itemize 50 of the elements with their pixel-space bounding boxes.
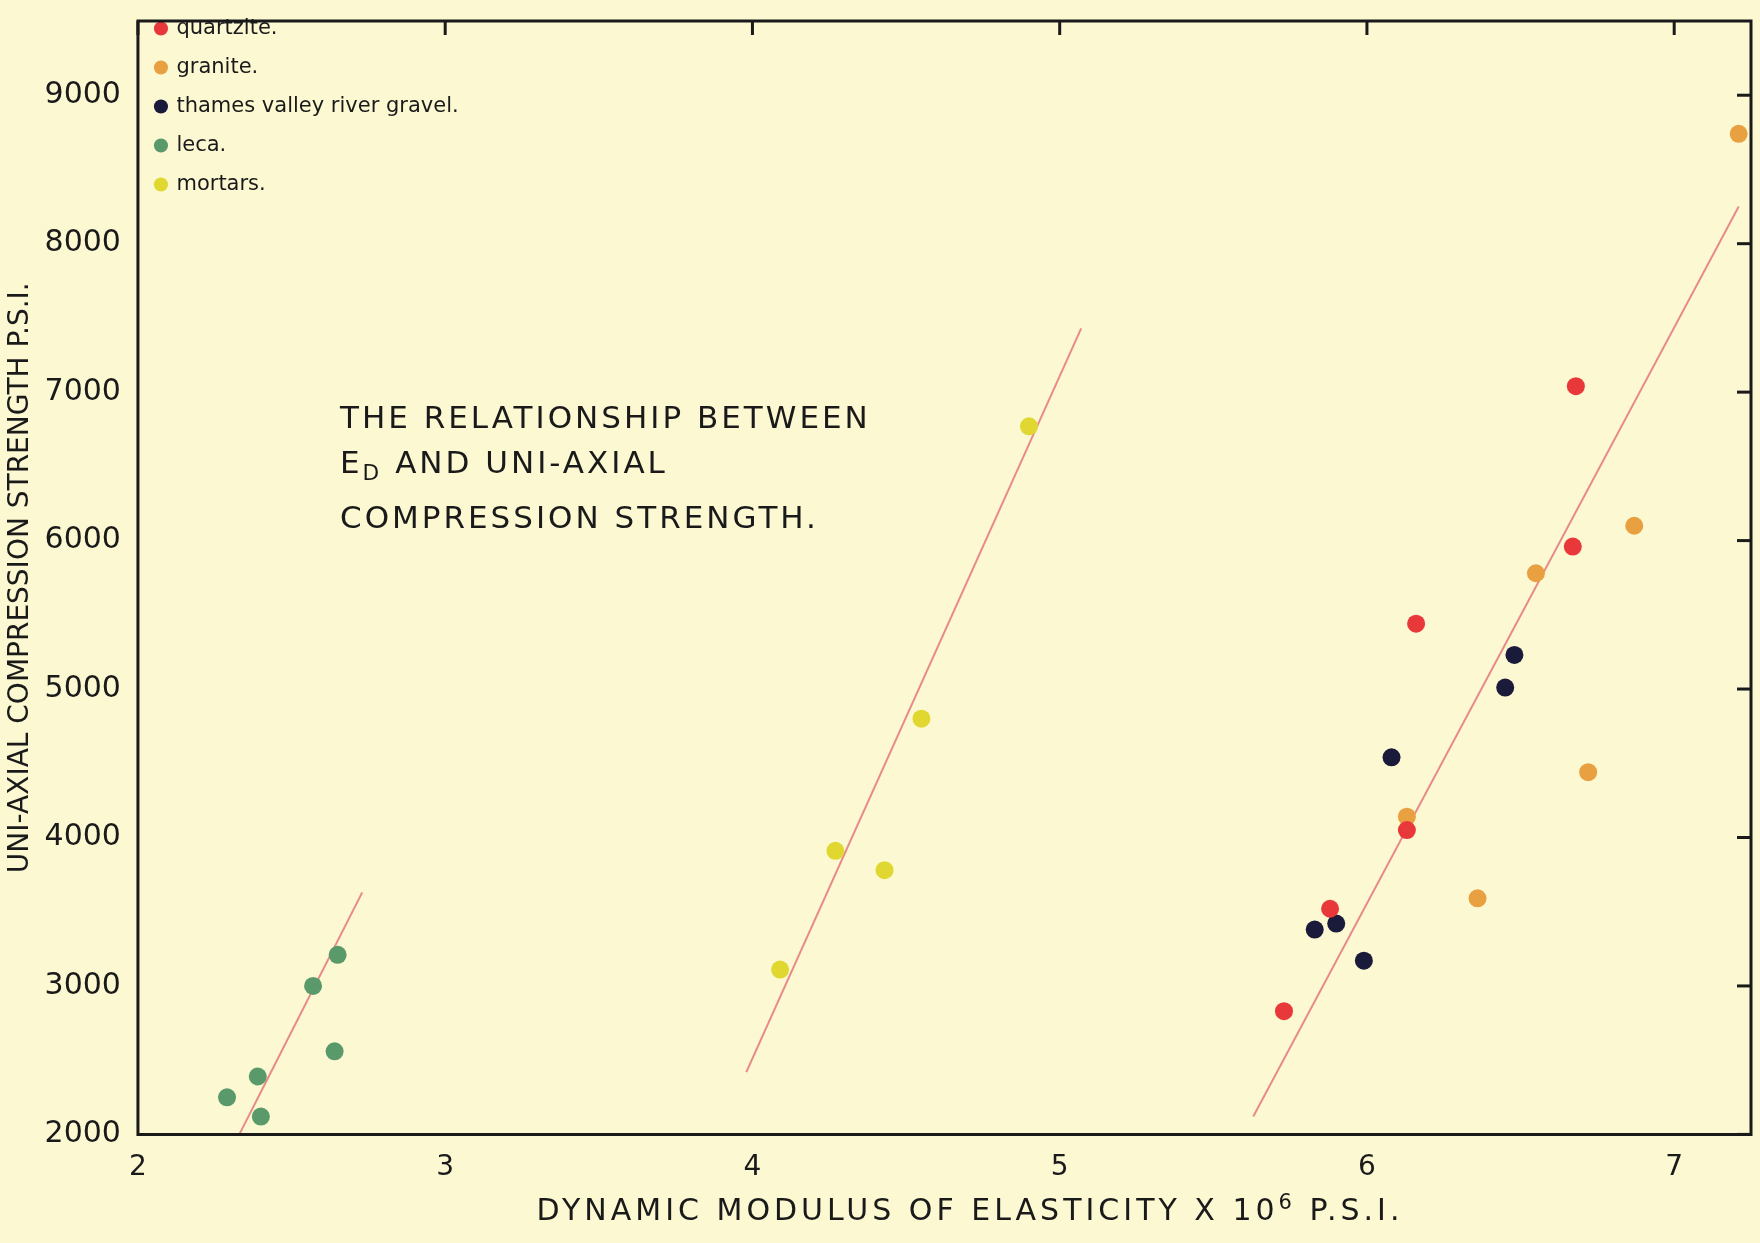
point bbox=[912, 709, 931, 728]
point bbox=[1382, 748, 1401, 767]
x-tick-label: 2 bbox=[129, 1149, 147, 1183]
y-tick-label: 2000 bbox=[44, 1114, 121, 1150]
y-tick-label: 5000 bbox=[44, 668, 121, 704]
point bbox=[248, 1067, 267, 1086]
point bbox=[1566, 377, 1585, 396]
point bbox=[1354, 951, 1373, 970]
point bbox=[1321, 899, 1340, 918]
x-tick-label: 6 bbox=[1358, 1149, 1376, 1183]
y-tick-label: 6000 bbox=[44, 520, 121, 556]
y-tick-label: 8000 bbox=[44, 223, 121, 259]
point bbox=[826, 841, 845, 860]
y-tick-label: 7000 bbox=[44, 371, 121, 407]
text: THE RELATIONSHIP BETWEEN E$_{D}$ AND UNI-AXIAL COMPRESSION STRENGTH. bbox=[340, 398, 872, 538]
point bbox=[1397, 821, 1416, 840]
y-tick-label: 4000 bbox=[44, 817, 121, 853]
point bbox=[1729, 124, 1748, 143]
legend-label: thames valley river gravel. bbox=[176, 92, 459, 117]
y-axis-title: UNI-AXIAL COMPRESSION STRENGTH P.S.I. bbox=[2, 282, 36, 874]
point bbox=[1019, 417, 1038, 436]
point bbox=[328, 945, 347, 964]
point bbox=[1579, 763, 1598, 782]
point bbox=[875, 861, 894, 880]
point bbox=[1274, 1002, 1293, 1021]
point bbox=[304, 976, 323, 995]
point bbox=[1305, 920, 1324, 939]
x-tick-label: 4 bbox=[743, 1149, 762, 1183]
point bbox=[1563, 537, 1582, 556]
y-tick-label: 3000 bbox=[44, 965, 121, 1001]
point bbox=[1496, 678, 1515, 697]
legend-label: granite. bbox=[176, 53, 259, 78]
x-tick-label: 7 bbox=[1665, 1149, 1684, 1183]
legend-label: leca. bbox=[176, 131, 227, 156]
point bbox=[1526, 564, 1545, 583]
legend-label: quartzite. bbox=[176, 14, 278, 39]
point bbox=[1625, 516, 1644, 535]
point bbox=[1468, 889, 1487, 908]
point bbox=[325, 1042, 344, 1061]
point bbox=[1505, 645, 1524, 664]
point bbox=[218, 1088, 237, 1107]
point bbox=[1327, 914, 1346, 933]
x-tick-label: 3 bbox=[436, 1149, 455, 1183]
x-tick-label: 5 bbox=[1050, 1149, 1069, 1183]
point bbox=[1407, 614, 1426, 633]
x-axis-title: DYNAMIC MODULUS OF ELASTICITY X 10$^{6}$ P.S.I. bbox=[535, 1190, 1405, 1227]
y-tick-label: 9000 bbox=[44, 75, 121, 111]
point bbox=[771, 960, 790, 979]
point bbox=[251, 1107, 270, 1126]
legend-label: mortars. bbox=[176, 170, 266, 195]
